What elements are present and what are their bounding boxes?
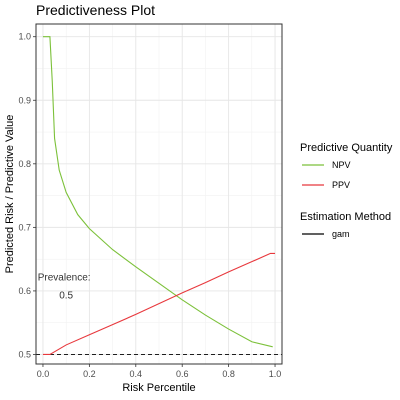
grid	[36, 24, 282, 364]
prevalence-annotation-label: Prevalence:	[38, 273, 91, 284]
legend-title: Predictive Quantity	[300, 142, 393, 154]
series-line-ppv	[42, 252, 276, 356]
y-tick-label: 0.9	[18, 95, 31, 105]
prevalence-annotation-value: 0.5	[59, 291, 73, 302]
plot-panel-border	[35, 23, 283, 365]
y-tick-label: 0.7	[18, 222, 31, 232]
plot-data: Prevalence: 0.5	[36, 36, 282, 356]
y-tick-label: 0.5	[18, 349, 31, 359]
chart-title: Predictiveness Plot	[36, 2, 155, 18]
x-tick-label: 0.6	[176, 369, 189, 379]
series-line-npv	[42, 36, 273, 348]
y-tick-label: 0.8	[18, 159, 31, 169]
x-tick-label: 0.4	[130, 369, 143, 379]
legend-label-gam: gam	[332, 229, 350, 239]
x-tick-label: 0.0	[37, 369, 50, 379]
axes: 0.0 0.2 0.4 0.6 0.8 1.0 0.5 0.6 0.7 0.8 0.9 1.0	[18, 32, 281, 379]
y-tick-label: 1.0	[18, 32, 31, 42]
x-tick-label: 1.0	[269, 369, 282, 379]
x-tick-label: 0.2	[83, 369, 96, 379]
y-tick-label: 0.6	[18, 286, 31, 296]
legend-title: Estimation Method	[300, 211, 391, 223]
legend-label-npv: NPV	[332, 160, 351, 170]
x-axis-label: Risk Percentile	[122, 382, 195, 394]
y-axis-label: Predicted Risk / Predictive Value	[4, 115, 16, 274]
x-tick-label: 0.8	[222, 369, 235, 379]
legend-label-ppv: PPV	[332, 180, 350, 190]
legend: Predictive Quantity NPV PPV Estimation Meth…	[300, 142, 393, 239]
